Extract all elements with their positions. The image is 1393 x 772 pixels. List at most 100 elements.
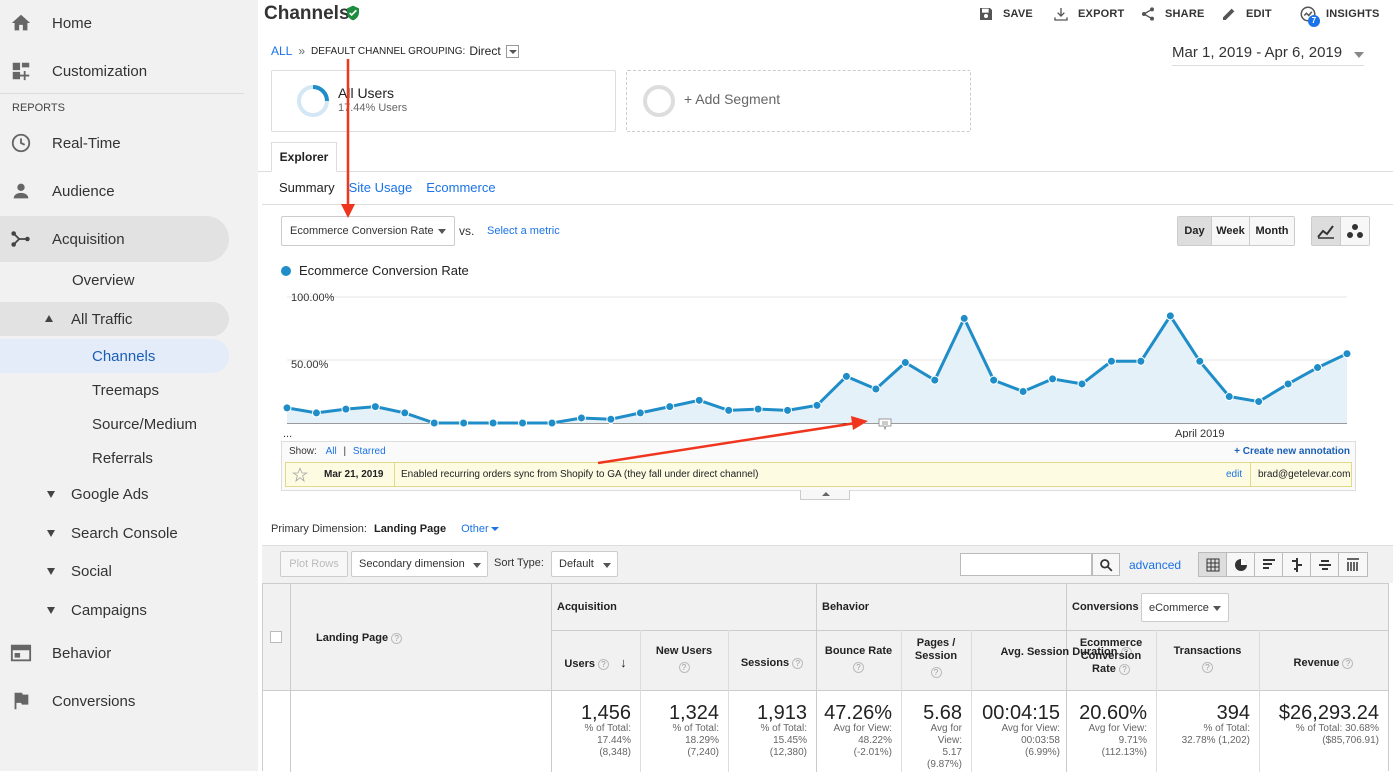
- nav-conversions[interactable]: Conversions: [0, 678, 244, 724]
- nav-audience[interactable]: Audience: [0, 168, 244, 214]
- data-point[interactable]: [1342, 349, 1352, 359]
- data-point[interactable]: [1224, 392, 1234, 402]
- date-range-selector[interactable]: Mar 1, 2019 - Apr 6, 2019: [1172, 44, 1364, 66]
- conversion-type-select[interactable]: eCommerce: [1141, 593, 1229, 622]
- share-button[interactable]: SHARE: [1140, 6, 1205, 22]
- help-icon[interactable]: ?: [391, 632, 403, 644]
- nav-acquisition[interactable]: Acquisition: [0, 216, 229, 262]
- help-icon[interactable]: ?: [678, 661, 690, 673]
- data-point[interactable]: [400, 408, 410, 418]
- data-point[interactable]: [547, 418, 557, 428]
- data-point[interactable]: [488, 418, 498, 428]
- data-point[interactable]: [1106, 356, 1116, 366]
- data-point[interactable]: [429, 418, 439, 428]
- help-icon[interactable]: ?: [1202, 661, 1213, 673]
- table-view-pie-button[interactable]: [1227, 553, 1255, 576]
- nav-search-console[interactable]: Search Console: [0, 516, 229, 550]
- insights-button[interactable]: 7 INSIGHTS: [1299, 6, 1380, 27]
- data-point[interactable]: [370, 402, 380, 412]
- select-metric-link[interactable]: Select a metric: [487, 225, 560, 237]
- help-icon[interactable]: ?: [930, 667, 942, 678]
- data-point[interactable]: [1313, 363, 1323, 373]
- help-icon[interactable]: ?: [1120, 646, 1132, 658]
- nav-campaigns[interactable]: Campaigns: [0, 593, 229, 627]
- nav-all-traffic[interactable]: All Traffic: [0, 302, 229, 336]
- subtab-site-usage[interactable]: Site Usage: [348, 180, 413, 195]
- data-point[interactable]: [724, 405, 734, 415]
- create-annotation-link[interactable]: + Create new annotation: [1234, 446, 1350, 457]
- nav-source-medium[interactable]: Source/Medium: [0, 407, 229, 441]
- data-point[interactable]: [1018, 387, 1028, 396]
- subtab-ecommerce[interactable]: Ecommerce: [426, 180, 496, 195]
- motion-chart-button[interactable]: [1341, 217, 1369, 245]
- data-point[interactable]: [635, 408, 645, 418]
- month-button[interactable]: Month: [1250, 217, 1294, 245]
- data-point[interactable]: [665, 402, 675, 412]
- nav-referrals[interactable]: Referrals: [0, 441, 229, 475]
- table-view-term-cloud-button[interactable]: [1311, 553, 1339, 576]
- data-point[interactable]: [1077, 379, 1087, 389]
- data-point[interactable]: [753, 404, 763, 414]
- data-point[interactable]: [1165, 311, 1175, 321]
- data-point[interactable]: [989, 375, 999, 385]
- col-header-new-users[interactable]: New Users?: [640, 643, 728, 675]
- data-point[interactable]: [930, 375, 940, 385]
- nav-customization[interactable]: Customization: [0, 48, 244, 94]
- table-view-data-button[interactable]: [1199, 553, 1227, 576]
- line-chart-button[interactable]: [1312, 217, 1341, 245]
- data-point[interactable]: [694, 395, 704, 405]
- plot-rows-button[interactable]: Plot Rows: [280, 551, 348, 577]
- col-header-pages-session[interactable]: Pages / Session?: [901, 637, 971, 678]
- help-icon[interactable]: ?: [1342, 657, 1354, 669]
- data-point[interactable]: [576, 413, 586, 423]
- help-icon[interactable]: ?: [598, 658, 610, 670]
- day-button[interactable]: Day: [1178, 217, 1212, 245]
- metric-select[interactable]: Ecommerce Conversion Rate: [281, 216, 455, 246]
- table-view-performance-button[interactable]: [1255, 553, 1283, 576]
- export-button[interactable]: EXPORT: [1053, 6, 1124, 22]
- data-point[interactable]: [871, 384, 881, 394]
- tab-explorer[interactable]: Explorer: [271, 142, 337, 172]
- data-point[interactable]: [341, 404, 351, 414]
- breadcrumb-dropdown[interactable]: [505, 44, 519, 58]
- data-point[interactable]: [606, 414, 616, 424]
- col-header-ecommerce-conversion-rate[interactable]: Ecommerce Conversion Rate ?: [1066, 637, 1156, 676]
- nav-behavior[interactable]: Behavior: [0, 630, 244, 676]
- nav-google-ads[interactable]: Google Ads: [0, 477, 229, 511]
- data-point[interactable]: [841, 371, 851, 381]
- nav-overview[interactable]: Overview: [0, 263, 229, 297]
- help-icon[interactable]: ?: [792, 657, 804, 669]
- nav-treemaps[interactable]: Treemaps: [0, 373, 229, 407]
- data-point[interactable]: [1195, 356, 1205, 366]
- secondary-dimension-select[interactable]: Secondary dimension: [351, 551, 488, 577]
- annotation-show-starred[interactable]: Starred: [352, 446, 386, 457]
- table-search-button[interactable]: [1092, 553, 1120, 576]
- annotation-marker-icon[interactable]: [878, 418, 892, 430]
- breadcrumb-all[interactable]: ALL: [271, 44, 293, 58]
- week-button[interactable]: Week: [1212, 217, 1250, 245]
- help-icon[interactable]: ?: [853, 661, 864, 673]
- table-view-comparison-button[interactable]: [1283, 553, 1311, 576]
- data-point[interactable]: [518, 418, 528, 428]
- data-point[interactable]: [812, 400, 822, 410]
- data-point[interactable]: [1136, 356, 1146, 366]
- col-header-revenue[interactable]: Revenue ?: [1259, 655, 1388, 671]
- col-header-avg-session-duration[interactable]: Avg. Session Duration ?: [976, 643, 1156, 661]
- nav-realtime[interactable]: Real-Time: [0, 120, 244, 166]
- edit-button[interactable]: EDIT: [1221, 6, 1272, 22]
- select-all-checkbox[interactable]: [270, 631, 282, 643]
- col-header-sessions[interactable]: Sessions ?: [728, 655, 816, 671]
- nav-home[interactable]: Home: [0, 0, 244, 46]
- annotation-edit-link[interactable]: edit: [1226, 469, 1243, 480]
- table-view-pivot-button[interactable]: [1339, 553, 1367, 576]
- table-search-input[interactable]: [960, 553, 1092, 576]
- data-point[interactable]: [311, 408, 321, 418]
- col-header-users[interactable]: Users ? ↓: [551, 655, 640, 672]
- nav-channels[interactable]: Channels: [0, 339, 229, 373]
- data-point[interactable]: [1048, 374, 1058, 384]
- annotation-collapse-button[interactable]: [800, 490, 850, 500]
- col-header-bounce-rate[interactable]: Bounce Rate?: [816, 643, 901, 675]
- advanced-link[interactable]: advanced: [1129, 558, 1182, 572]
- star-icon[interactable]: [292, 466, 308, 483]
- subtab-summary[interactable]: Summary: [279, 180, 335, 195]
